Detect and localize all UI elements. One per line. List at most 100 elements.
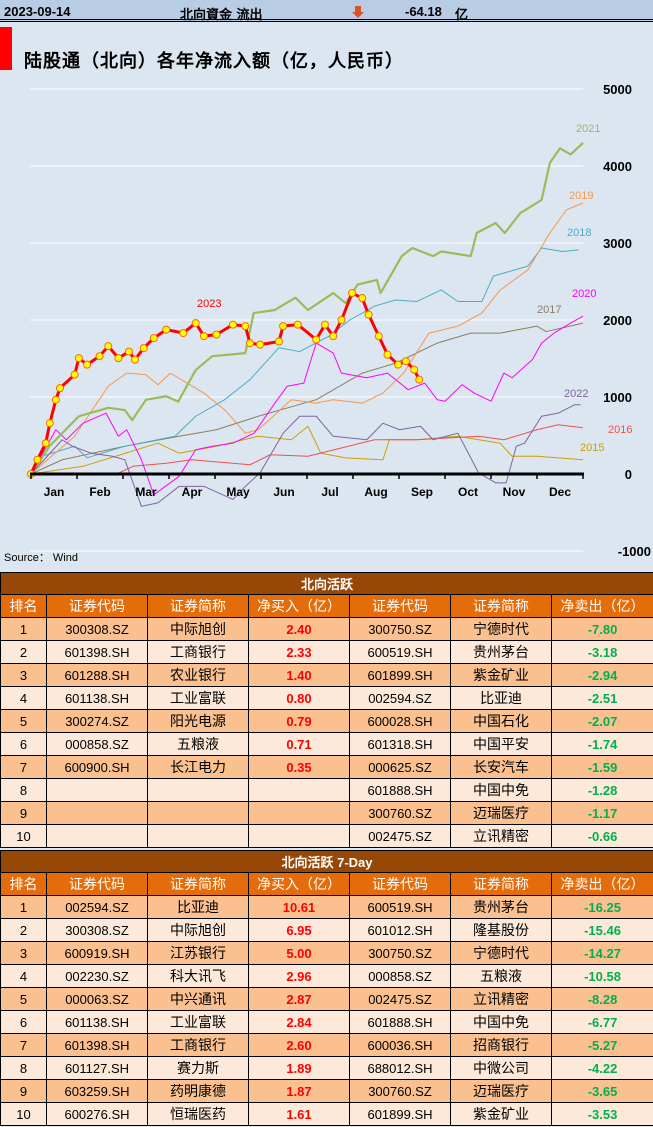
x-tick-label: May (226, 485, 250, 499)
net-buy-cell: 0.71 (248, 732, 350, 756)
rank-cell: 2 (0, 640, 47, 664)
sell-name-cell: 比亚迪 (450, 686, 552, 710)
data-point-2023 (279, 322, 288, 331)
column-header: 证券代码 (349, 594, 451, 618)
data-point-2023 (364, 310, 373, 319)
buy-name-cell: 长江电力 (147, 755, 249, 779)
net-sell-cell: -7.80 (550, 617, 653, 641)
table-row: 2 300308.SZ 中际旭创 6.95 601012.SH 隆基股份 -15.46 (0, 918, 653, 942)
rank-cell: 3 (0, 663, 47, 687)
buy-code-cell: 600900.SH (46, 755, 148, 779)
y-tick-label: -1000 (618, 544, 651, 559)
column-header: 排名 (0, 872, 47, 896)
sell-name-cell: 立讯精密 (450, 987, 552, 1011)
data-point-2023 (383, 350, 392, 359)
table-row: 6 601138.SH 工业富联 2.84 601888.SH 中国中免 -6.77 (0, 1010, 653, 1034)
sell-name-cell: 贵州茅台 (450, 640, 552, 664)
y-tick-label: 5000 (603, 82, 632, 97)
net-buy-cell: 1.61 (248, 1102, 350, 1126)
net-sell-cell: -8.28 (550, 987, 653, 1011)
column-header: 证券代码 (46, 594, 148, 618)
data-point-2023 (45, 419, 54, 428)
data-point-2023 (95, 352, 104, 361)
sell-name-cell: 中国中免 (450, 1010, 552, 1034)
net-buy-cell: 2.40 (248, 617, 350, 641)
buy-name-cell: 工业富联 (147, 686, 249, 710)
buy-code-cell (46, 801, 148, 825)
column-header: 证券简称 (450, 872, 552, 896)
series-label-2018: 2018 (567, 227, 591, 239)
table-row: 4 002230.SZ 科大讯飞 2.96 000858.SZ 五粮液 -10.58 (0, 964, 653, 988)
buy-code-cell: 603259.SH (46, 1079, 148, 1103)
column-header: 净卖出（亿） (550, 872, 653, 896)
buy-code-cell: 300308.SZ (46, 617, 148, 641)
sell-code-cell: 002594.SZ (349, 686, 451, 710)
buy-code-cell: 601288.SH (46, 663, 148, 687)
buy-name-cell: 农业银行 (147, 663, 249, 687)
data-point-2023 (293, 320, 302, 329)
buy-name-cell (147, 778, 249, 802)
sell-name-cell: 贵州茅台 (450, 895, 552, 919)
column-header: 证券简称 (147, 872, 249, 896)
rank-cell: 9 (0, 801, 47, 825)
buy-name-cell: 江苏银行 (147, 941, 249, 965)
data-point-2023 (124, 347, 133, 356)
buy-name-cell: 工商银行 (147, 1033, 249, 1057)
x-tick-label: Dec (549, 485, 571, 499)
sell-code-cell: 601888.SH (349, 1010, 451, 1034)
rank-cell: 2 (0, 918, 47, 942)
data-point-2023 (41, 439, 50, 448)
series-line-2021 (30, 142, 584, 475)
sell-code-cell: 600519.SH (349, 640, 451, 664)
data-point-2023 (320, 320, 329, 329)
data-point-2023 (162, 325, 171, 334)
sell-code-cell: 601899.SH (349, 663, 451, 687)
rank-cell: 5 (0, 709, 47, 733)
table-title: 北向活跃 (0, 572, 653, 595)
series-label-2020: 2020 (572, 288, 596, 300)
data-point-2023 (70, 370, 79, 379)
buy-code-cell: 600919.SH (46, 941, 148, 965)
line-chart: 5000 4000 3000 2000 1000 0 -1000 2015 2016 2017 20… (27, 82, 651, 559)
net-sell-cell: -4.22 (550, 1056, 653, 1080)
net-buy-cell: 1.40 (248, 663, 350, 687)
sell-name-cell: 中微公司 (450, 1056, 552, 1080)
rank-cell: 8 (0, 778, 47, 802)
series-line-2019 (30, 202, 584, 475)
data-point-2023 (130, 355, 139, 364)
buy-name-cell: 药明康德 (147, 1079, 249, 1103)
data-point-2023 (348, 289, 357, 298)
net-sell-cell: -6.77 (550, 1010, 653, 1034)
buy-code-cell: 300274.SZ (46, 709, 148, 733)
rank-cell: 6 (0, 732, 47, 756)
buy-code-cell: 000858.SZ (46, 732, 148, 756)
buy-name-cell: 恒瑞医药 (147, 1102, 249, 1126)
net-sell-cell: -16.25 (550, 895, 653, 919)
table-row: 8 601127.SH 赛力斯 1.89 688012.SH 中微公司 -4.22 (0, 1056, 653, 1080)
sell-name-cell: 紫金矿业 (450, 1102, 552, 1126)
data-point-2023 (139, 344, 148, 353)
table-row: 6 000858.SZ 五粮液 0.71 601318.SH 中国平安 -1.74 (0, 732, 653, 756)
data-point-2023 (228, 320, 237, 329)
net-buy-cell: 0.80 (248, 686, 350, 710)
buy-name-cell: 中兴通讯 (147, 987, 249, 1011)
net-buy-cell: 2.87 (248, 987, 350, 1011)
buy-name-cell: 工业富联 (147, 1010, 249, 1034)
rank-cell: 4 (0, 686, 47, 710)
data-point-2023 (358, 294, 367, 303)
sell-code-cell: 601899.SH (349, 1102, 451, 1126)
data-point-2023 (394, 360, 403, 369)
y-tick-label: 3000 (603, 236, 632, 251)
sell-code-cell: 600028.SH (349, 709, 451, 733)
table-row: 9 603259.SH 药明康德 1.87 300760.SZ 迈瑞医疗 -3.65 (0, 1079, 653, 1103)
net-buy-cell: 2.33 (248, 640, 350, 664)
x-tick-label: Apr (182, 485, 203, 499)
x-tick-label: Jan (44, 485, 65, 499)
sell-name-cell: 紫金矿业 (450, 663, 552, 687)
data-point-2023 (374, 332, 383, 341)
sell-code-cell: 300750.SZ (349, 941, 451, 965)
sell-code-cell: 600519.SH (349, 895, 451, 919)
y-tick-label: 0 (625, 467, 632, 482)
buy-name-cell: 中际旭创 (147, 617, 249, 641)
net-sell-cell: -2.94 (550, 663, 653, 687)
